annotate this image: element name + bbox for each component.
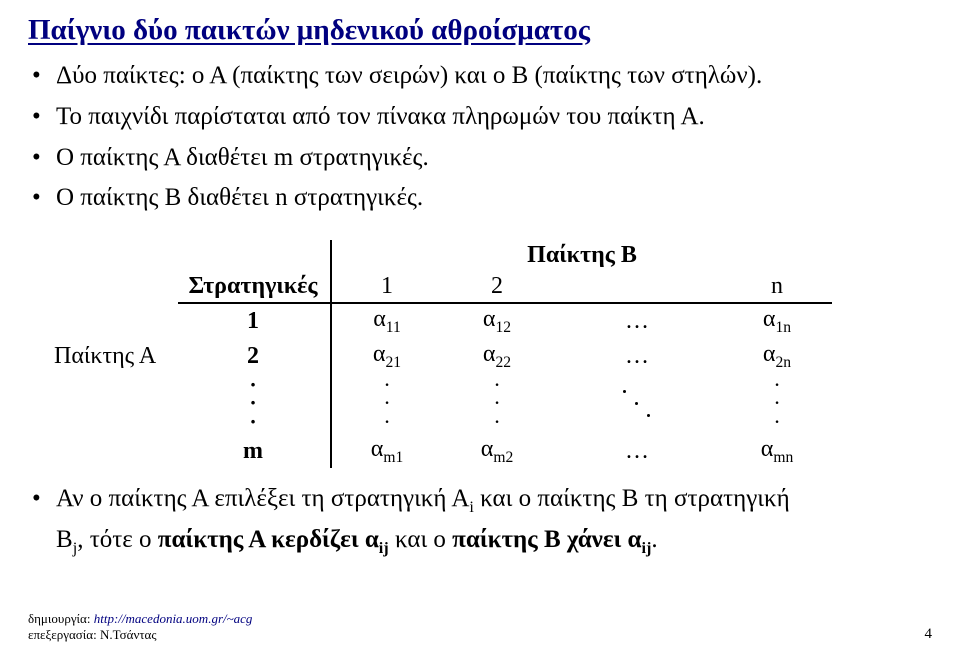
payoff-cell: … (552, 339, 722, 374)
payoff-table-wrap: Παίκτης Β Στρατηγικές 1 2 n 1 α11 α12 … … (54, 240, 932, 468)
payoff-cell: αmn (722, 434, 832, 469)
footer-line1: δημιουργία: http://macedonia.uom.gr/~acg (28, 611, 252, 627)
vdots-cell: ··· (178, 374, 331, 434)
col-header: 1 (331, 271, 442, 303)
payoff-cell: α1n (722, 303, 832, 339)
row-label: 2 (178, 339, 331, 374)
footer: δημιουργία: http://macedonia.uom.gr/~acg… (28, 611, 252, 644)
payoff-cell: α22 (442, 339, 552, 374)
payoff-cell: α2n (722, 339, 832, 374)
col-header (552, 271, 722, 303)
payoff-cell: α11 (331, 303, 442, 339)
row-label: m (178, 434, 331, 469)
payoff-cell: αm1 (331, 434, 442, 469)
footer-link: http://macedonia.uom.gr/~acg (94, 611, 253, 626)
vdots-cell: ··· (331, 374, 442, 434)
vdots-cell: ··· (722, 374, 832, 434)
payoff-table: Παίκτης Β Στρατηγικές 1 2 n 1 α11 α12 … … (54, 240, 832, 468)
payoff-cell: αm2 (442, 434, 552, 469)
top-bullet-list: Δύο παίκτες: ο Α (παίκτης των σειρών) κα… (28, 57, 932, 218)
payoff-cell: … (552, 303, 722, 339)
ddots-cell (552, 374, 722, 434)
bullet-item: Αν ο παίκτης Α επιλέξει τη στρατηγική Αi… (28, 480, 932, 560)
player-b-label: Παίκτης Β (331, 240, 832, 271)
bullet-item: Δύο παίκτες: ο Α (παίκτης των σειρών) κα… (28, 57, 932, 96)
page-number: 4 (925, 626, 933, 643)
vdots-cell: ··· (442, 374, 552, 434)
bullet-item: Το παιχνίδι παρίσταται από τον πίνακα πλ… (28, 98, 932, 137)
payoff-cell: … (552, 434, 722, 469)
bottom-bullet-list: Αν ο παίκτης Α επιλέξει τη στρατηγική Αi… (28, 480, 932, 560)
footer-line2: επεξεργασία: Ν.Τσάντας (28, 627, 252, 643)
col-header: n (722, 271, 832, 303)
col-header: 2 (442, 271, 552, 303)
page-title: Παίγνιο δύο παικτών μηδενικού αθροίσματο… (28, 14, 932, 47)
strategies-label: Στρατηγικές (178, 271, 331, 303)
bullet-item: Ο παίκτης Β διαθέτει n στρατηγικές. (28, 179, 932, 218)
row-label: 1 (178, 303, 331, 339)
payoff-cell: α21 (331, 339, 442, 374)
payoff-cell: α12 (442, 303, 552, 339)
bullet-item: Ο παίκτης Α διαθέτει m στρατηγικές. (28, 139, 932, 178)
player-a-label: Παίκτης Α (54, 339, 178, 374)
